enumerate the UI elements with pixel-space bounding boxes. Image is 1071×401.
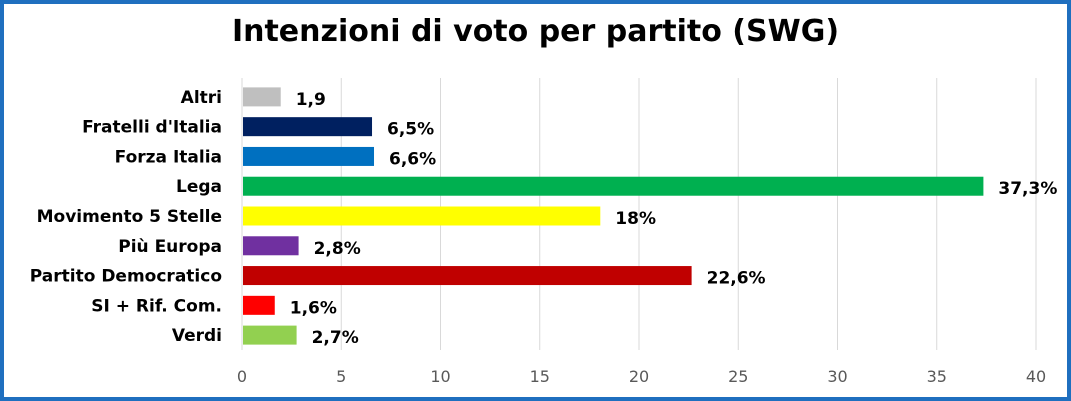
bar — [243, 236, 299, 256]
bar — [243, 87, 281, 107]
x-tick-label: 25 — [728, 367, 748, 386]
x-tick-label: 15 — [530, 367, 550, 386]
bar — [243, 146, 375, 166]
x-tick-label: 40 — [1026, 367, 1046, 386]
bar — [243, 325, 297, 345]
x-tick-label: 10 — [430, 367, 450, 386]
data-label: 6,5% — [387, 120, 434, 140]
bar — [243, 266, 692, 286]
x-tick-label: 30 — [827, 367, 847, 386]
category-label: Forza Italia — [115, 147, 222, 167]
category-label: Fratelli d'Italia — [82, 118, 222, 138]
x-tick-label: 0 — [237, 367, 247, 386]
data-label: 2,7% — [312, 328, 359, 348]
category-label: Verdi — [172, 326, 222, 346]
data-label: 1,9 — [296, 90, 326, 110]
x-tick-label: 20 — [629, 367, 649, 386]
category-label: Lega — [176, 177, 222, 197]
data-label: 18% — [615, 209, 656, 229]
ticks-layer: 0 5 10 15 20 25 30 35 40 — [237, 367, 1046, 386]
data-label: 1,6% — [290, 298, 337, 318]
x-tick-label: 5 — [336, 367, 346, 386]
category-label: SI + Rif. Com. — [91, 296, 222, 316]
chart-title: Intenzioni di voto per partito (SWG) — [231, 14, 840, 49]
x-tick-label: 35 — [927, 367, 947, 386]
data-label: 6,6% — [389, 149, 436, 169]
data-label: 22,6% — [707, 269, 766, 289]
bar — [243, 176, 984, 196]
bars-layer — [243, 87, 984, 345]
bar — [243, 206, 601, 226]
labels-layer: Altri 1,9 Fratelli d'Italia 6,5% Forza Itali… — [30, 88, 1058, 348]
category-label: Movimento 5 Stelle — [37, 207, 222, 227]
category-label: Partito Democratico — [30, 267, 222, 287]
category-label: Altri — [181, 88, 222, 108]
data-label: 2,8% — [314, 239, 361, 259]
bar — [243, 117, 373, 137]
bar — [243, 295, 275, 315]
data-label: 37,3% — [998, 179, 1057, 199]
category-label: Più Europa — [118, 237, 222, 257]
